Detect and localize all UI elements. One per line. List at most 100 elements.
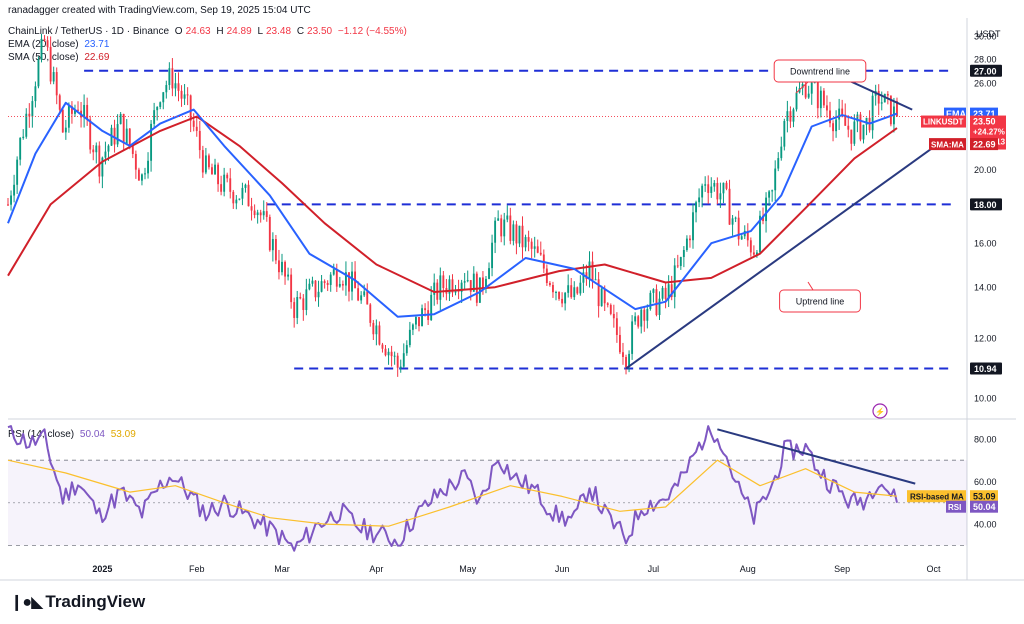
candle-body [125, 128, 128, 144]
candle-body [77, 109, 79, 111]
candle-body [442, 275, 445, 289]
candle-body [576, 287, 579, 294]
candle-body [204, 155, 207, 173]
candle-body [317, 291, 320, 298]
candle-body [92, 149, 95, 153]
candle-body [515, 224, 518, 244]
high-label: H [216, 26, 224, 37]
candle-body [558, 292, 560, 299]
candle-body [701, 185, 704, 198]
candle-body [612, 313, 615, 319]
candle-body [661, 287, 664, 299]
candle-body [430, 294, 433, 321]
candle-body [609, 304, 612, 314]
candle-body [314, 280, 317, 298]
sma-legend[interactable]: SMA (50, close) 22.69 [8, 52, 112, 63]
price-tick-label: 28.00 [974, 54, 997, 64]
price-level-tag-label: 10.94 [974, 364, 997, 374]
last-price-value: 23.50 [973, 117, 996, 127]
candle-body [591, 261, 594, 281]
candle-body [390, 351, 393, 357]
candle-body [478, 277, 481, 303]
price-tick-label: 16.00 [974, 239, 997, 249]
candle-body [171, 68, 174, 89]
candle-body [83, 104, 86, 118]
candle-body [31, 101, 34, 117]
candle-body [457, 290, 460, 292]
candle-body [305, 289, 308, 311]
candle-body [156, 107, 159, 111]
candle-body [746, 230, 749, 241]
lightning-icon: ⚡ [875, 407, 885, 417]
time-tick-label: Sep [834, 564, 850, 574]
candle-body [548, 283, 551, 286]
candle-body [396, 355, 399, 368]
ema-legend[interactable]: EMA (20, close) 23.71 [8, 39, 112, 50]
candle-body [351, 271, 353, 292]
candle-body [561, 298, 564, 304]
candle-body [564, 292, 567, 304]
candle-body [530, 241, 533, 249]
price-axis-currency: USDT [976, 29, 1001, 39]
candle-body [460, 282, 463, 292]
candle-body [244, 184, 247, 188]
candle-body [207, 155, 210, 168]
candle-body [740, 236, 743, 240]
candle-body [731, 218, 734, 225]
rsi-ma-axis-value [970, 490, 998, 503]
candle-body [768, 191, 771, 198]
candle-body [649, 292, 652, 310]
candle-body [323, 281, 326, 283]
candle-body [402, 353, 405, 367]
candle-body [22, 136, 25, 138]
brand-mark: ❙●◣ TradingView [10, 592, 145, 612]
candle-body [880, 102, 883, 104]
candle-body [348, 272, 350, 292]
time-tick-label: Jun [555, 564, 570, 574]
uptrend-annotation-label: Uptrend line [796, 297, 845, 307]
candle-body [582, 272, 585, 283]
candle-body [497, 218, 500, 221]
rsi-ma-legend-value: 53.09 [110, 429, 136, 440]
sma-legend-value: 22.69 [84, 52, 110, 63]
candle-body [844, 114, 847, 126]
candle-body [265, 211, 268, 217]
candle-body [375, 325, 378, 335]
sma-axis-value-label: 22.69 [973, 140, 996, 150]
candle-body [762, 215, 764, 222]
candle-body [113, 127, 116, 145]
candle-body [689, 238, 691, 241]
open-label: O [174, 26, 183, 37]
time-tick-label: Feb [189, 564, 205, 574]
ema-axis-value-label: 23.71 [973, 109, 996, 119]
candle-body [128, 128, 131, 147]
candle-body [567, 285, 570, 293]
candle-body [521, 225, 524, 248]
candle-body [293, 302, 296, 318]
candle-body [667, 284, 670, 299]
candle-body [698, 197, 701, 203]
candle-body [573, 287, 576, 298]
candle-body [433, 282, 436, 295]
candle-body [500, 218, 503, 237]
candle-body [70, 106, 73, 114]
brand-name: TradingView [45, 592, 146, 611]
candle-body [198, 130, 201, 151]
rsi-tick-label: 80.00 [974, 434, 997, 444]
uptrend-annotation-box [779, 289, 861, 313]
price-tick-label: 20.00 [974, 165, 997, 175]
candle-body [226, 174, 229, 179]
candle-body [384, 348, 387, 356]
candle-body [159, 102, 162, 108]
rsi-ma-line [7, 459, 898, 527]
candle-body [326, 282, 329, 285]
candle-body [524, 237, 527, 248]
candle-body [281, 261, 283, 273]
downtrend-annotation-label: Downtrend line [790, 67, 850, 77]
symbol-axis-tag-label: LINKUSDT [923, 118, 964, 127]
symbol-legend[interactable]: ChainLink / TetherUS · 1D · Binance O 24.… [8, 26, 410, 37]
candle-body [847, 125, 850, 130]
candle-body [774, 168, 777, 191]
candle-body [271, 239, 274, 251]
